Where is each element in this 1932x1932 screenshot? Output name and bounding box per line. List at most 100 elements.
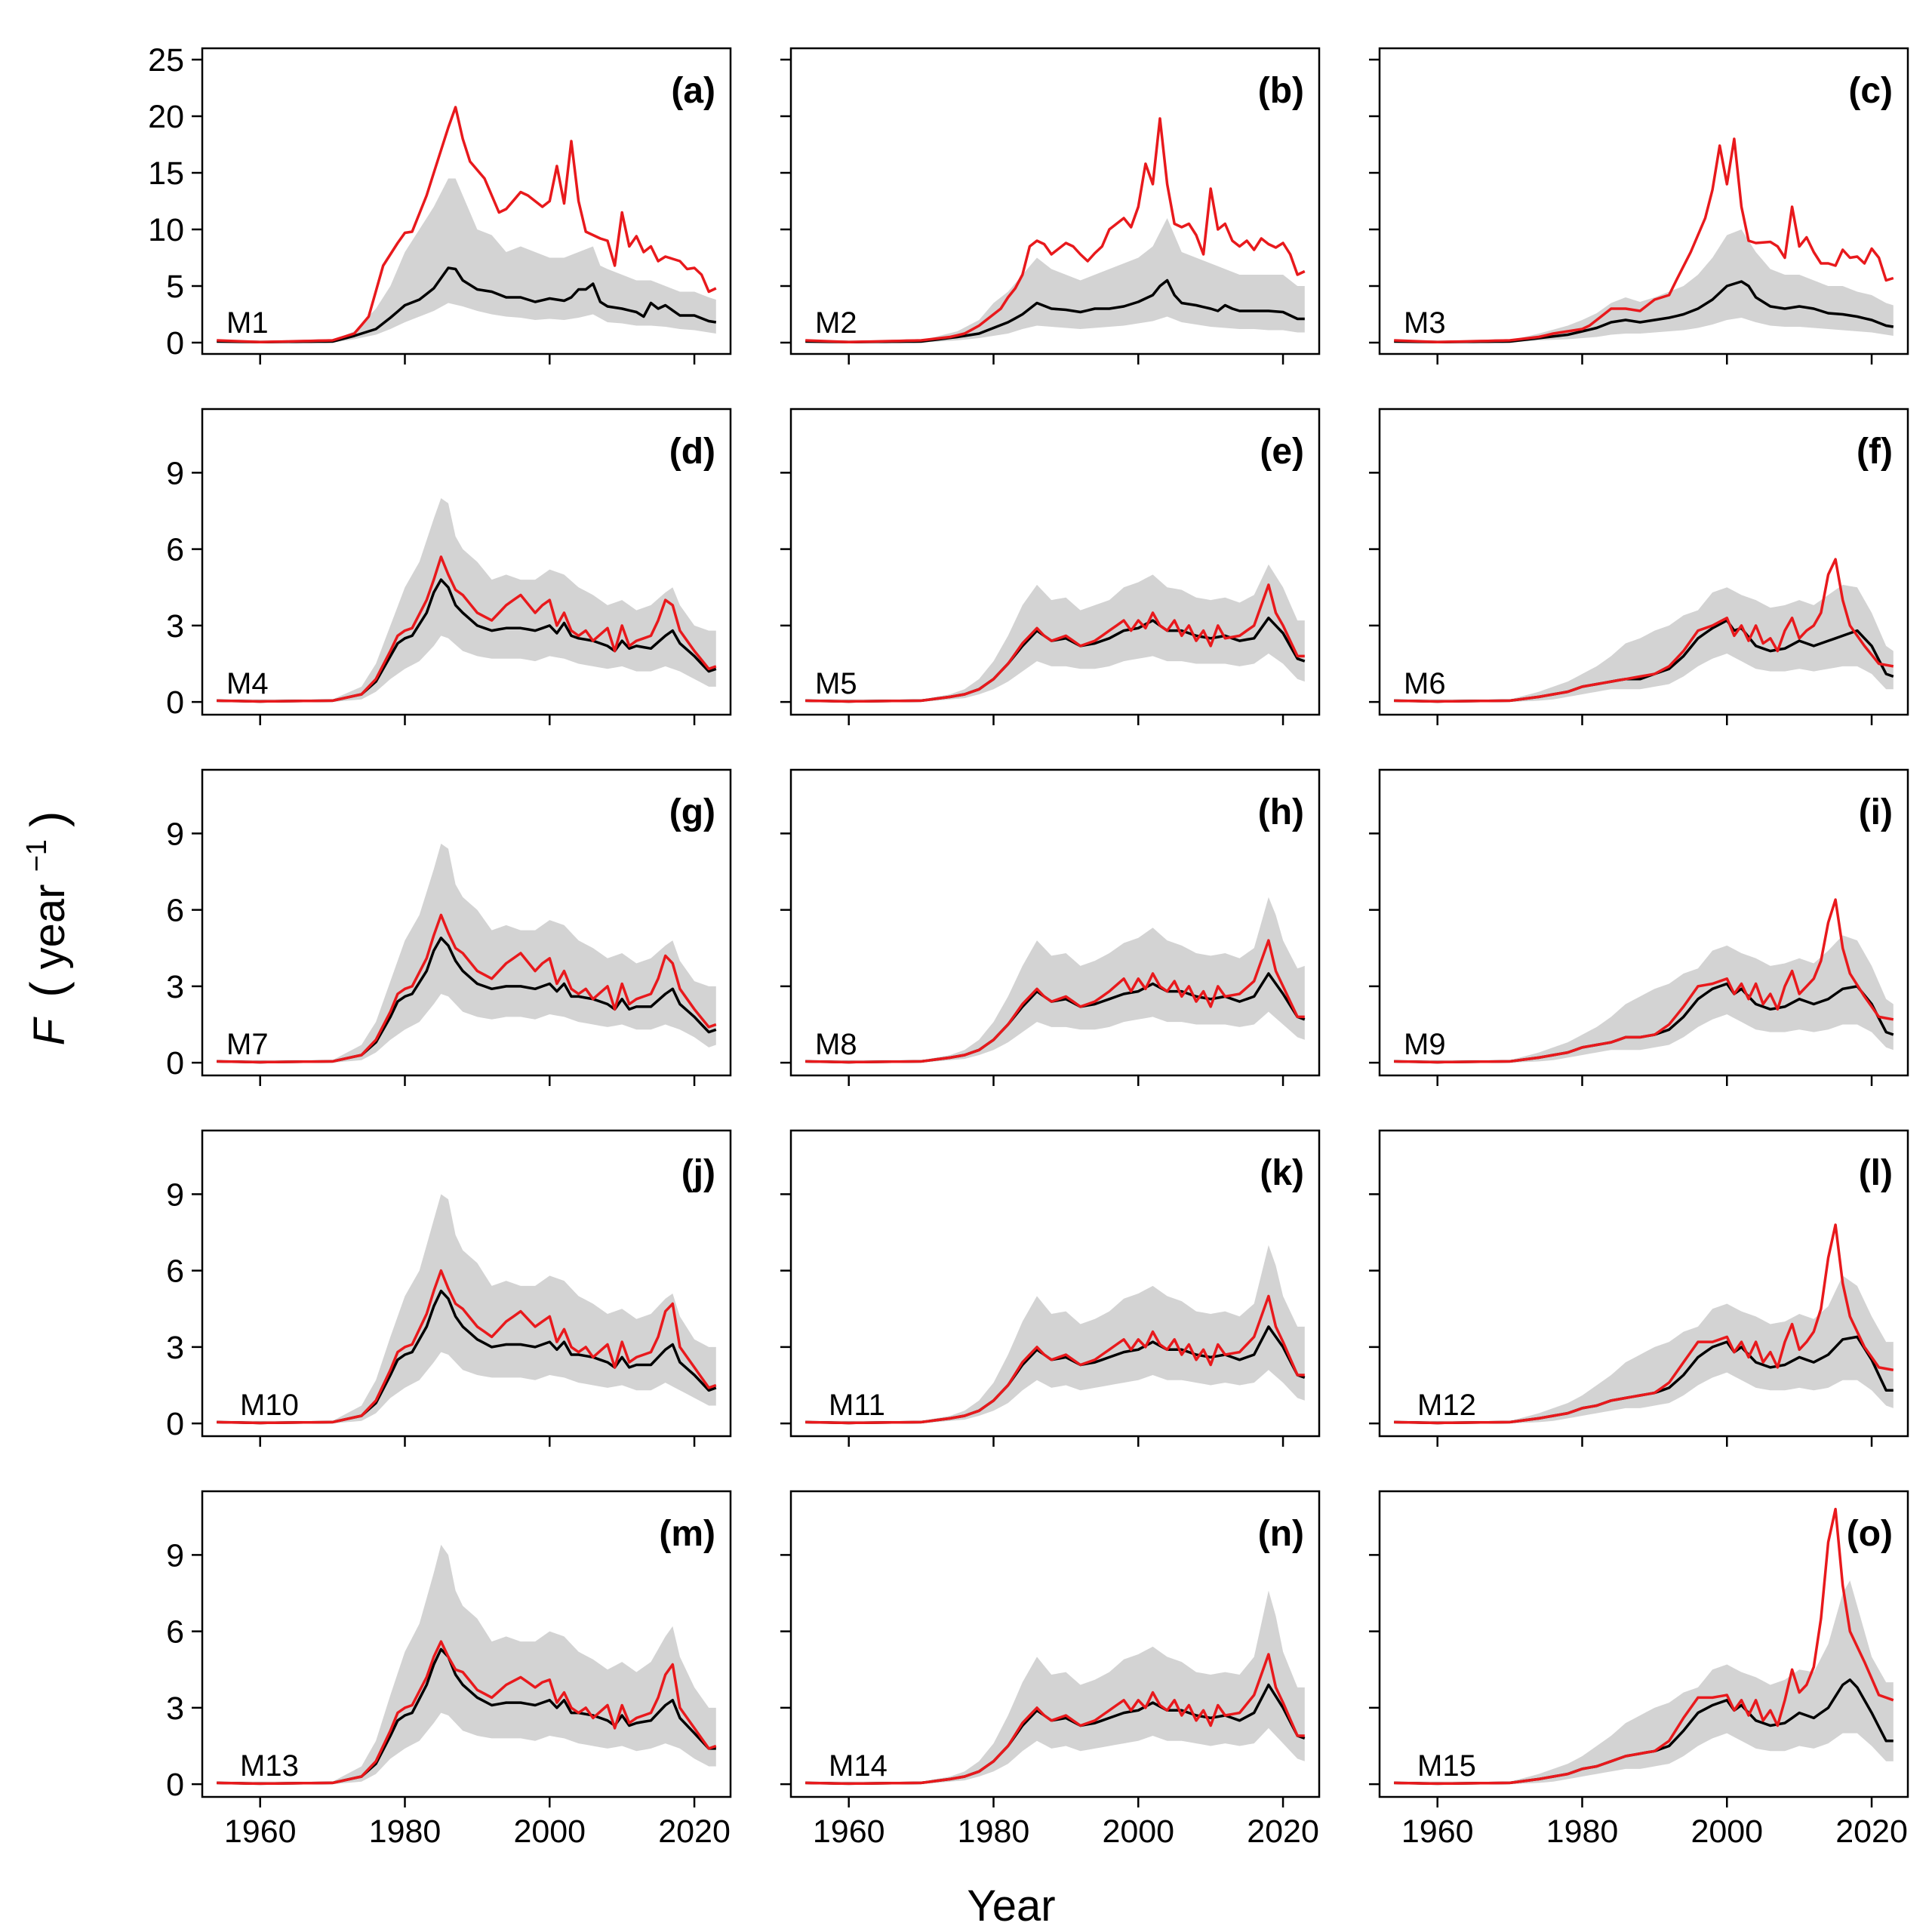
uncertainty-band [217, 843, 716, 1063]
uncertainty-band [1394, 1580, 1894, 1785]
x-tick-label: 2000 [513, 1814, 586, 1850]
plot-frame [201, 47, 732, 355]
panel-letter: (b) [1258, 71, 1304, 111]
model-label: M13 [240, 1749, 299, 1783]
y-axis-title-unit: year [25, 884, 74, 970]
panel-letter: (h) [1258, 792, 1304, 832]
plot-frame [1378, 1490, 1909, 1798]
x-tick-label: 1980 [369, 1814, 441, 1850]
model-label: M11 [829, 1389, 885, 1422]
x-tick-label: 2020 [1835, 1814, 1908, 1850]
x-tick-label: 2020 [658, 1814, 731, 1850]
uncertainty-band [1394, 935, 1894, 1063]
x-tick-label: 2020 [1247, 1814, 1319, 1850]
plot-frame [789, 1129, 1321, 1438]
model-label: M3 [1404, 306, 1446, 340]
red-series-line [805, 117, 1306, 344]
x-tick-label: 1980 [1546, 1814, 1619, 1850]
panel-m4: 0 3 6 9 (d) M4 [166, 408, 732, 725]
panel-m10: 0 3 6 9 (j) M10 [166, 1129, 732, 1447]
model-label: M4 [226, 667, 269, 700]
y-tick-label: 3 [166, 1330, 184, 1366]
panel-letter: (d) [669, 432, 715, 472]
y-axis-title-open-paren: ( [20, 981, 75, 997]
panel-letter: (n) [1258, 1514, 1304, 1554]
panel-m15: 1960 1980 2000 2020 (o) M15 [1369, 1490, 1909, 1850]
y-tick-label: 9 [166, 1537, 184, 1574]
y-tick-label: 3 [166, 969, 184, 1005]
uncertainty-band [805, 218, 1305, 343]
red-series-line [217, 555, 717, 703]
y-tick-label: 0 [166, 1767, 184, 1803]
panel-letter: (k) [1260, 1153, 1304, 1193]
panel-letter: (a) [671, 71, 715, 111]
y-tick-label: 5 [166, 269, 184, 305]
panel-m13: 0 3 6 9 1960 1980 2000 2020 (m) M13 [166, 1490, 732, 1850]
red-series-line [217, 1269, 717, 1425]
panel-letter: (m) [659, 1514, 715, 1554]
model-label: M14 [829, 1749, 888, 1783]
red-series-line [1394, 558, 1894, 703]
red-series-line [805, 1653, 1305, 1786]
model-label: M5 [815, 667, 857, 700]
y-tick-label: 15 [148, 155, 184, 192]
panel-m14: 1960 1980 2000 2020 (n) M14 [780, 1490, 1321, 1850]
plot-frame [789, 1490, 1321, 1798]
y-tick-label: 9 [166, 1177, 184, 1213]
panel-m3: (c) M3 [1369, 47, 1909, 365]
red-series-line [217, 1640, 717, 1786]
red-series-line [1394, 137, 1894, 344]
uncertainty-band [805, 1244, 1305, 1424]
y-axis-title: F ( year −1 ) [7, 811, 75, 1046]
red-series-line [217, 106, 717, 344]
y-tick-label: 0 [166, 685, 184, 721]
panel-m2: (b) M2 [780, 47, 1321, 365]
x-tick-label: 1980 [958, 1814, 1030, 1850]
y-axis-title-symbol: F [25, 1016, 74, 1045]
panel-letter: (j) [681, 1153, 715, 1193]
uncertainty-band [1394, 1275, 1894, 1424]
uncertainty-band [217, 178, 716, 343]
model-label: M2 [815, 306, 857, 340]
panel-m11: (k) M11 [780, 1129, 1321, 1447]
y-tick-label: 6 [166, 1614, 184, 1651]
y-tick-label: 20 [148, 99, 184, 135]
panel-letter: (o) [1847, 1514, 1893, 1554]
panel-m6: (f) M6 [1369, 408, 1909, 725]
plot-frame [1378, 768, 1909, 1077]
model-label: M12 [1417, 1389, 1476, 1422]
plot-frame [1378, 1129, 1909, 1438]
panel-m8: (h) M8 [780, 768, 1321, 1086]
plot-frame [201, 1129, 732, 1438]
uncertainty-band [805, 1590, 1305, 1785]
y-tick-label: 6 [166, 893, 184, 929]
svg-text:F ( year −1: F ( year −1 ) [7, 811, 75, 1046]
plot-frame [1378, 408, 1909, 716]
panel-letter: (f) [1857, 432, 1893, 472]
uncertainty-band [805, 897, 1305, 1063]
red-series-line [805, 583, 1305, 703]
model-label: M15 [1417, 1749, 1476, 1783]
panel-letter: (c) [1848, 71, 1893, 111]
model-label: M8 [815, 1028, 857, 1061]
y-tick-label: 6 [166, 532, 184, 568]
plot-frame [789, 408, 1321, 716]
x-tick-label: 2000 [1102, 1814, 1174, 1850]
y-tick-label: 0 [166, 1045, 184, 1081]
red-series-line [805, 939, 1305, 1064]
panel-m7: 0 3 6 9 (g) M7 [166, 768, 732, 1086]
plot-frame [789, 768, 1321, 1077]
y-tick-label: 25 [148, 42, 184, 78]
red-series-line [1394, 1507, 1894, 1786]
panel-letter: (e) [1260, 432, 1304, 472]
panel-m9: (i) M9 [1369, 768, 1909, 1086]
model-label: M1 [226, 306, 269, 340]
red-series-line [217, 913, 717, 1064]
y-tick-label: 9 [166, 455, 184, 491]
plot-frame [201, 408, 732, 716]
plot-frame [201, 768, 732, 1077]
plot-frame [1378, 47, 1909, 355]
x-tick-label: 1960 [224, 1814, 297, 1850]
panel-letter: (i) [1859, 792, 1893, 832]
